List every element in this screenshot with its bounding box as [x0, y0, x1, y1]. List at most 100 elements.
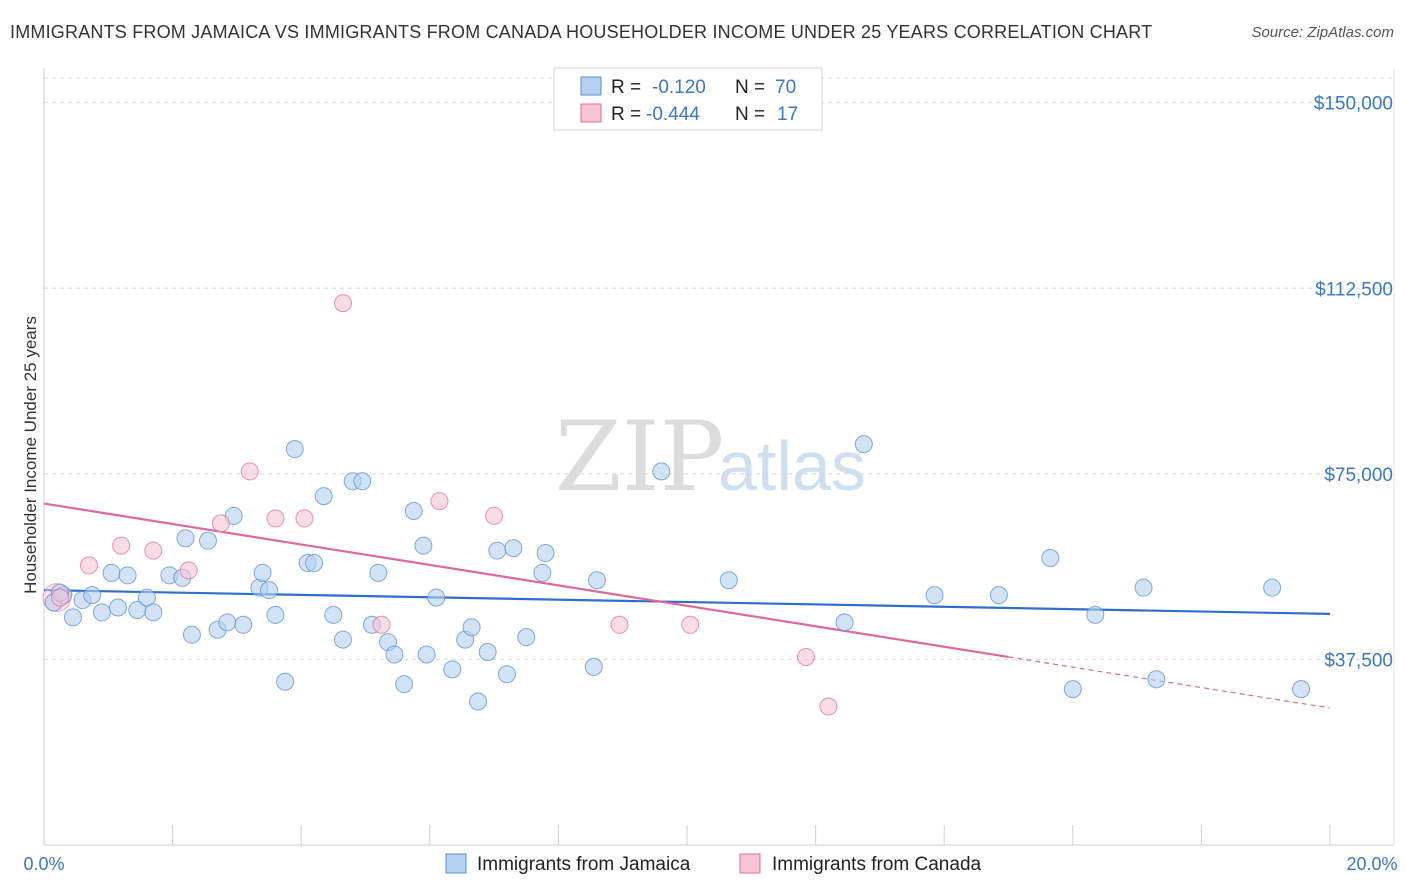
- jamaica-point: [414, 536, 433, 555]
- jamaica-point: [285, 440, 304, 459]
- jamaica-point: [333, 630, 352, 649]
- source-credit: Source: ZipAtlas.com: [1251, 24, 1394, 41]
- legend-n-value-1: 70: [775, 77, 796, 98]
- bottom-legend-swatch-canada: [739, 853, 761, 874]
- canada-point: [51, 588, 70, 607]
- legend-r-label-1: R =: [611, 77, 641, 98]
- jamaica-point: [1063, 680, 1082, 699]
- canada-point: [333, 294, 352, 313]
- jamaica-point: [260, 581, 279, 600]
- jamaica-point: [314, 487, 333, 506]
- canada-point: [610, 615, 629, 634]
- legend-r-value-1: -0.120: [652, 77, 706, 98]
- jamaica-point: [276, 672, 295, 691]
- legend-swatch-jamaica: [580, 76, 602, 96]
- watermark-atlas: atlas: [718, 427, 866, 505]
- canada-point: [240, 462, 259, 481]
- jamaica-point: [266, 605, 285, 624]
- jamaica-point: [83, 586, 102, 605]
- trend-lines: [43, 502, 1331, 709]
- jamaica-point: [234, 615, 253, 634]
- jamaica-point: [478, 643, 497, 662]
- jamaica-point: [369, 563, 388, 582]
- grid-lines: [44, 77, 1394, 660]
- jamaica-point: [533, 563, 552, 582]
- jamaica-point: [1086, 605, 1105, 624]
- x-tick-label-max: 20.0%: [1346, 854, 1397, 874]
- jamaica-point: [504, 539, 523, 558]
- chart-title: IMMIGRANTS FROM JAMAICA VS IMMIGRANTS FR…: [10, 22, 1153, 42]
- jamaica-point: [253, 563, 272, 582]
- legend-n-label-1: N =: [735, 77, 765, 98]
- jamaica-point: [198, 531, 217, 550]
- jamaica-point: [1292, 680, 1311, 699]
- jamaica-point: [497, 665, 516, 684]
- jamaica-point: [218, 613, 237, 632]
- jamaica-point: [517, 628, 536, 647]
- legend-n-label-2: N =: [735, 104, 765, 125]
- canada-point: [295, 509, 314, 528]
- jamaica-point: [925, 586, 944, 605]
- jamaica-point: [1263, 578, 1282, 597]
- canada-point: [144, 541, 163, 560]
- jamaica-point: [427, 588, 446, 607]
- trend-line-canada-extrapolated: [1008, 656, 1331, 709]
- jamaica-point: [835, 613, 854, 632]
- canada-point: [430, 492, 449, 511]
- jamaica-point: [417, 645, 436, 664]
- jamaica-point: [584, 657, 603, 676]
- jamaica-point: [587, 571, 606, 590]
- jamaica-point: [182, 625, 201, 644]
- jamaica-point: [385, 645, 404, 664]
- jamaica-point: [305, 553, 324, 572]
- jamaica-point: [462, 618, 481, 637]
- canada-point: [266, 509, 285, 528]
- jamaica-point: [1147, 670, 1166, 689]
- trend-line-canada: [43, 502, 1009, 659]
- jamaica-point: [118, 566, 137, 585]
- y-tick-labels: $37,500 $75,000 $112,500 $150,000: [1314, 94, 1393, 672]
- jamaica-point: [488, 541, 507, 560]
- jamaica-point: [1134, 578, 1153, 597]
- canada-point: [819, 697, 838, 716]
- jamaica-point: [353, 472, 372, 491]
- jamaica-point: [469, 692, 488, 711]
- bottom-legend-label-canada: Immigrants from Canada: [772, 854, 982, 875]
- jamaica-point: [144, 603, 163, 622]
- canada-point: [681, 615, 700, 634]
- bottom-legend-label-jamaica: Immigrants from Jamaica: [477, 854, 691, 875]
- legend-r-label-2: R =: [611, 104, 641, 125]
- stats-legend: R = -0.120 N = 70 R = -0.444 N = 17: [553, 67, 823, 131]
- series-legend: Immigrants from Jamaica Immigrants from …: [445, 853, 982, 875]
- jamaica-point: [1041, 548, 1060, 567]
- legend-swatch-canada: [580, 103, 602, 123]
- jamaica-point: [176, 529, 195, 548]
- jamaica-point: [443, 660, 462, 679]
- legend-r-value-2: -0.444: [646, 104, 700, 125]
- y-tick-label: $75,000: [1324, 465, 1393, 486]
- y-tick-label: $112,500: [1315, 279, 1393, 300]
- canada-point: [112, 536, 131, 555]
- canada-point: [179, 561, 198, 580]
- canada-point: [796, 647, 815, 666]
- jamaica-point: [989, 586, 1008, 605]
- axes: [43, 68, 1395, 846]
- jamaica-point: [719, 571, 738, 590]
- jamaica-point: [854, 435, 873, 454]
- y-axis-label: Householder Income Under 25 years: [21, 316, 40, 594]
- canada-point: [211, 514, 230, 533]
- jamaica-point: [92, 603, 111, 622]
- jamaica-point: [137, 588, 156, 607]
- jamaica-point: [324, 605, 343, 624]
- y-tick-label: $37,500: [1324, 650, 1393, 671]
- y-tick-label: $150,000: [1314, 94, 1393, 115]
- jamaica-point: [404, 501, 423, 520]
- jamaica-point: [652, 462, 671, 481]
- x-tick-label-min: 0.0%: [23, 854, 64, 874]
- jamaica-point: [63, 608, 82, 627]
- canada-point: [372, 615, 391, 634]
- jamaica-point: [536, 544, 555, 563]
- bottom-legend-swatch-jamaica: [445, 853, 467, 874]
- data-points: [42, 294, 1311, 716]
- canada-point: [485, 506, 504, 525]
